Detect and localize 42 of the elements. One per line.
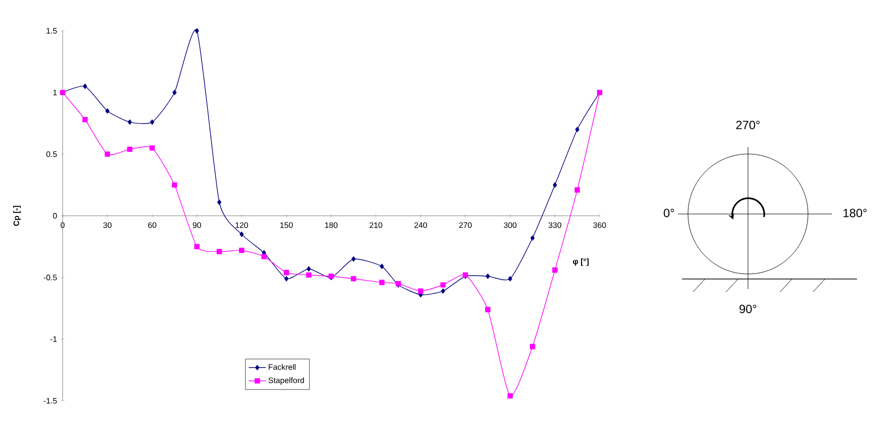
text: 0° (664, 208, 674, 218)
point (82, 84, 88, 89)
point (508, 276, 512, 282)
point (530, 235, 535, 241)
point (127, 146, 132, 152)
point (150, 145, 155, 151)
point (508, 393, 513, 399)
point (172, 182, 178, 188)
point (105, 108, 110, 114)
point (239, 248, 244, 254)
point (150, 119, 154, 125)
point (240, 232, 244, 237)
point (575, 126, 580, 132)
point (350, 276, 356, 282)
point (485, 306, 490, 312)
point (486, 274, 490, 279)
point (284, 270, 290, 276)
point (194, 244, 200, 250)
point (261, 254, 267, 260)
text: 90° (740, 304, 756, 314)
point (552, 267, 558, 273)
point (172, 90, 177, 96)
point (217, 200, 222, 205)
point (574, 187, 580, 193)
point (552, 182, 557, 188)
point (379, 280, 385, 286)
text: 180° (844, 208, 867, 218)
point (216, 248, 222, 254)
text: 270° (736, 120, 760, 130)
point (194, 28, 199, 34)
point (306, 272, 312, 278)
point (440, 282, 446, 288)
point (530, 344, 536, 350)
point (351, 256, 356, 262)
point (128, 119, 132, 125)
point (380, 264, 384, 270)
point (418, 288, 424, 294)
point (440, 288, 446, 294)
point (284, 276, 288, 282)
point (82, 116, 88, 122)
point (104, 152, 110, 157)
point (306, 266, 311, 272)
